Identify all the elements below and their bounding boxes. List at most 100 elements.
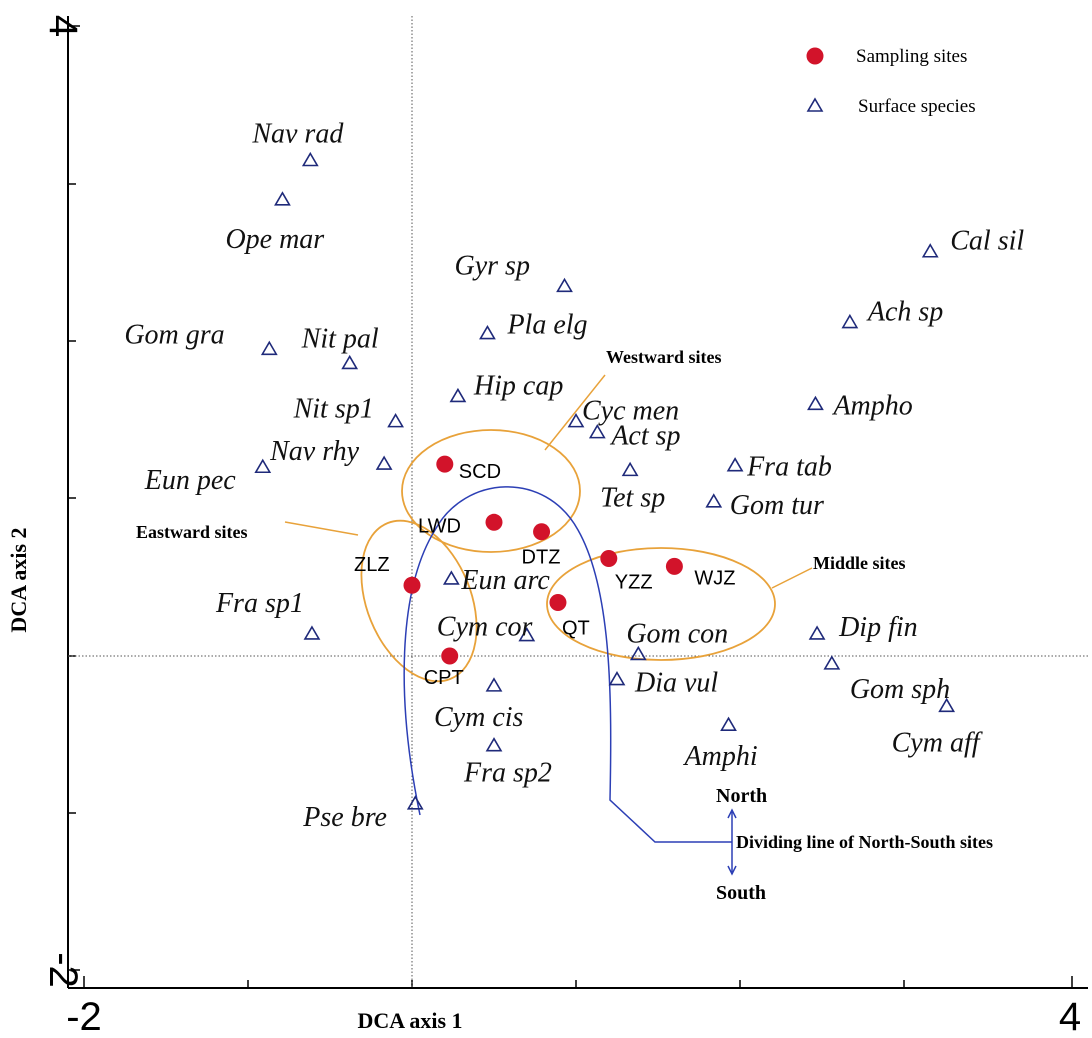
- species-marker: [254, 458, 272, 474]
- species-label: Cyc men: [582, 396, 679, 427]
- species-marker: [720, 716, 737, 732]
- eastward-sites-group: Eastward sites: [136, 519, 478, 683]
- y-tick-label-max: 4: [41, 15, 85, 37]
- legend-species-label: Surface species: [858, 96, 976, 117]
- species-label: Fra tab: [746, 452, 832, 483]
- species-marker: [608, 671, 626, 686]
- species-marker: [375, 455, 393, 470]
- species-label: Ampho: [831, 390, 912, 421]
- species-marker: [629, 645, 647, 661]
- species-marker: [406, 795, 424, 810]
- species-label: Act sp: [609, 421, 680, 452]
- species-marker: [556, 277, 573, 293]
- dividing-line-label: Dividing line of North-South sites: [736, 832, 993, 852]
- species-label: Dip fin: [838, 612, 918, 643]
- species-label: Eun arc: [460, 565, 550, 596]
- x-tick-label-max: 4: [1059, 995, 1081, 1038]
- legend-species-marker: [806, 97, 824, 112]
- site-label: WJZ: [694, 567, 735, 589]
- species-marker: [938, 697, 956, 713]
- legend: Sampling sites Surface species: [806, 46, 976, 117]
- site-marker: [533, 523, 551, 541]
- y-tick-label-min: -2: [41, 952, 85, 988]
- species-marker: [485, 677, 503, 692]
- site-marker: [600, 549, 618, 567]
- site-label: YZZ: [615, 571, 653, 593]
- species-label: Ope mar: [225, 224, 324, 255]
- species-marker: [387, 413, 404, 428]
- surface-species-series: Nav rad Ope mar Cal sil Gyr sp Ach sp Pla elg…: [124, 119, 1024, 833]
- westward-sites-group: Westward sites: [401, 347, 722, 553]
- westward-sites-ellipse: [401, 429, 581, 553]
- species-label: Gom gra: [124, 319, 224, 350]
- species-label: Ach sp: [866, 297, 943, 328]
- legend-site-marker: [806, 47, 824, 65]
- species-label: Cal sil: [950, 226, 1024, 257]
- species-label: Gom tur: [730, 490, 824, 521]
- species-marker: [341, 354, 359, 370]
- x-tick-label-min: -2: [66, 995, 102, 1038]
- species-marker: [841, 313, 859, 329]
- species-marker: [823, 655, 841, 670]
- species-marker: [567, 413, 585, 428]
- westward-sites-leader: [544, 374, 606, 451]
- species-marker: [726, 457, 744, 472]
- species-marker: [303, 625, 321, 640]
- species-label: Cym aff: [892, 727, 983, 758]
- middle-sites-ellipse: [546, 547, 776, 661]
- species-label: Pse bre: [302, 802, 387, 833]
- site-label: QT: [562, 618, 590, 640]
- species-marker: [588, 424, 606, 439]
- species-marker: [274, 191, 291, 206]
- sampling-sites-series: SCD LWD DTZ YZZ WJZ ZLZ QT CPT: [354, 455, 735, 689]
- species-label: Nav rad: [251, 119, 344, 150]
- y-axis-ticks: [68, 25, 80, 971]
- species-label: Nit sp1: [293, 394, 374, 425]
- x-axis-ticks: [83, 976, 1073, 988]
- species-label: Hip cap: [473, 370, 563, 401]
- species-marker: [921, 243, 939, 258]
- legend-sites-label: Sampling sites: [856, 46, 967, 67]
- site-label: LWD: [418, 515, 461, 537]
- species-marker: [808, 625, 826, 640]
- species-label: Gom con: [626, 618, 728, 649]
- species-label: Gom sph: [850, 674, 950, 705]
- north-arrowhead: [727, 808, 737, 819]
- species-marker: [485, 737, 503, 752]
- species-marker: [705, 493, 723, 508]
- x-axis-title: DCA axis 1: [357, 1008, 462, 1033]
- site-marker: [441, 647, 459, 665]
- species-label: Cym cis: [434, 702, 524, 733]
- site-marker: [403, 576, 421, 594]
- eastward-sites-ellipse: [360, 519, 478, 683]
- species-label: Dia vul: [634, 668, 718, 699]
- species-label: Fra sp2: [463, 758, 552, 789]
- middle-sites-label: Middle sites: [813, 553, 906, 573]
- eastward-sites-label: Eastward sites: [136, 522, 248, 542]
- site-marker: [485, 513, 503, 531]
- north-south-divider: North South Dividing line of North-South…: [403, 486, 993, 904]
- site-marker: [436, 455, 454, 473]
- species-label: Pla elg: [506, 310, 587, 341]
- westward-sites-label: Westward sites: [606, 347, 722, 367]
- species-label: Eun pec: [144, 465, 237, 496]
- species-label: Cym cor: [437, 612, 533, 643]
- site-marker: [549, 594, 567, 612]
- species-label: Fra sp1: [215, 588, 304, 619]
- species-marker: [301, 151, 319, 167]
- species-label: Amphi: [683, 741, 758, 772]
- species-label: Gyr sp: [455, 250, 530, 281]
- species-marker: [449, 387, 467, 403]
- site-label: DTZ: [522, 547, 561, 569]
- species-marker: [479, 324, 496, 340]
- south-arrowhead: [727, 865, 737, 876]
- north-label: North: [716, 785, 767, 807]
- middle-sites-group: Middle sites: [546, 547, 906, 661]
- species-marker: [442, 570, 460, 585]
- site-marker: [665, 557, 683, 575]
- species-marker: [260, 340, 278, 356]
- species-marker: [518, 626, 536, 642]
- dividing-line-path: [403, 486, 732, 843]
- eastward-sites-leader: [284, 521, 359, 536]
